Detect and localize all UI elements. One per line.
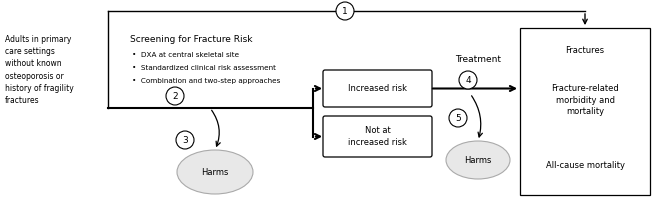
FancyBboxPatch shape xyxy=(323,70,432,107)
Text: Adults in primary
care settings
without known
osteoporosis or
history of fragili: Adults in primary care settings without … xyxy=(5,35,74,105)
Text: •  Combination and two-step approaches: • Combination and two-step approaches xyxy=(132,78,280,84)
Text: 1: 1 xyxy=(342,7,348,16)
Circle shape xyxy=(336,2,354,20)
Ellipse shape xyxy=(446,141,510,179)
Text: Fracture-related
morbidity and
mortality: Fracture-related morbidity and mortality xyxy=(551,84,619,116)
Text: Screening for Fracture Risk: Screening for Fracture Risk xyxy=(130,35,253,44)
Bar xyxy=(520,28,650,195)
Text: Not at
increased risk: Not at increased risk xyxy=(348,126,407,147)
Text: Increased risk: Increased risk xyxy=(348,84,407,93)
Text: 2: 2 xyxy=(172,92,178,101)
Text: Fractures: Fractures xyxy=(566,46,605,55)
Text: •  Standardized clinical risk assessment: • Standardized clinical risk assessment xyxy=(132,65,276,71)
Circle shape xyxy=(459,71,477,89)
Text: All-cause mortality: All-cause mortality xyxy=(546,160,624,169)
Circle shape xyxy=(449,109,467,127)
Ellipse shape xyxy=(177,150,253,194)
Circle shape xyxy=(166,87,184,105)
Text: Treatment: Treatment xyxy=(455,55,501,64)
FancyBboxPatch shape xyxy=(323,116,432,157)
Text: 4: 4 xyxy=(465,76,471,84)
Text: 3: 3 xyxy=(182,135,188,144)
Text: •  DXA at central skeletal site: • DXA at central skeletal site xyxy=(132,52,239,58)
Circle shape xyxy=(176,131,194,149)
Text: 5: 5 xyxy=(455,113,461,122)
Text: Harms: Harms xyxy=(465,155,492,164)
Text: Harms: Harms xyxy=(201,168,228,176)
